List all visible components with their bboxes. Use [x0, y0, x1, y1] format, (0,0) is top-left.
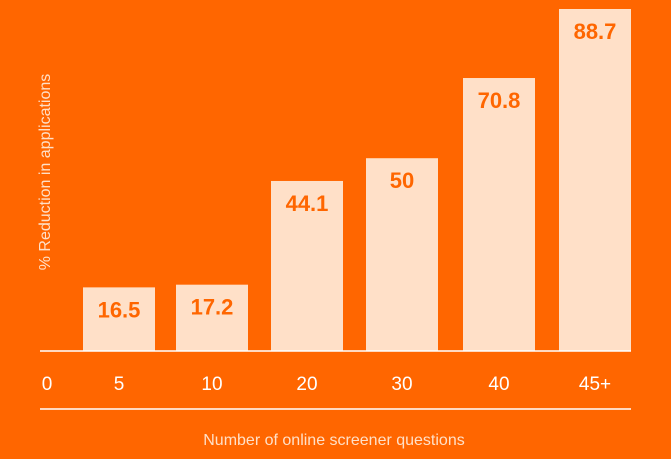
x-tick-20: 20	[296, 374, 317, 395]
bar-20	[271, 180, 343, 351]
bars-group: 16.5 17.2 44.1 50 70.8 88.7	[83, 9, 631, 352]
value-label-30: 50	[390, 168, 414, 193]
x-ticks-group: 5 10 20 30 40 45+	[114, 374, 611, 395]
x-tick-45plus: 45+	[579, 374, 611, 395]
bar-5	[83, 287, 155, 351]
x-axis-title: Number of online screener questions	[203, 432, 464, 449]
bar-30	[366, 158, 438, 351]
bar-10	[176, 284, 248, 351]
x-tick-10: 10	[201, 374, 222, 395]
value-label-20: 44.1	[286, 191, 329, 216]
bar-45plus	[559, 9, 631, 351]
value-label-40: 70.8	[478, 88, 521, 113]
x-tick-30: 30	[391, 374, 412, 395]
y-axis-title: % Reduction in applications	[37, 74, 54, 271]
value-label-10: 17.2	[191, 295, 234, 320]
x-tick-origin: 0	[42, 374, 53, 395]
value-label-45plus: 88.7	[574, 19, 617, 44]
x-tick-40: 40	[488, 374, 509, 395]
value-label-5: 16.5	[98, 297, 141, 322]
x-tick-5: 5	[114, 374, 125, 395]
bar-40	[463, 78, 535, 352]
